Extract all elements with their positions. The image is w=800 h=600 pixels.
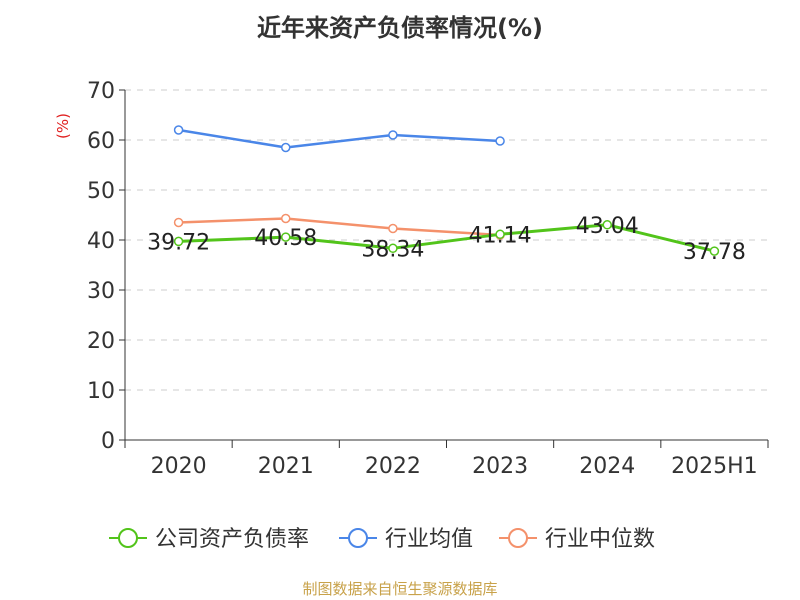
- y-tick-label: 30: [87, 279, 115, 304]
- data-label: 43.04: [576, 214, 639, 239]
- y-tick-label: 50: [87, 179, 115, 204]
- legend-swatch-marker: [348, 528, 368, 548]
- axes: 0 10 20 30 40 50 60 70 2020 2021 2022 2023 2024 2025H…: [87, 79, 769, 479]
- data-point: [173, 217, 184, 228]
- legend-label: 公司资产负债率: [155, 527, 309, 552]
- data-label: 38.34: [361, 237, 424, 262]
- data-labels: 39.72 40.58 38.34 41.14 43.04 37.78: [147, 214, 746, 265]
- y-tick-label: 40: [87, 229, 115, 254]
- x-tick-label: 2023: [472, 454, 528, 479]
- y-tick-label: 60: [87, 129, 115, 154]
- data-point: [281, 213, 291, 224]
- data-point: [281, 232, 291, 242]
- x-tick-label: 2021: [258, 454, 314, 479]
- data-point: [709, 246, 720, 256]
- legend-item: 行业均值: [339, 527, 473, 552]
- data-label: 39.72: [147, 230, 210, 255]
- data-point: [173, 236, 184, 247]
- y-tick-label: 10: [87, 379, 115, 404]
- data-label: 41.14: [469, 223, 532, 248]
- source-note: 制图数据来自恒生聚源数据库: [302, 580, 497, 598]
- data-point: [281, 142, 291, 153]
- chart-title: 近年来资产负债率情况(%): [257, 14, 543, 42]
- y-axis-label: (%): [54, 113, 72, 139]
- series-line: [178, 223, 715, 253]
- series: [173, 125, 720, 256]
- data-point: [388, 223, 398, 234]
- data-point: [388, 243, 398, 254]
- series-line: [178, 217, 501, 237]
- data-point: [388, 130, 398, 140]
- x-tick-label: 2022: [365, 454, 421, 479]
- y-tick-label: 20: [87, 329, 115, 354]
- series-line: [178, 128, 501, 149]
- legend-label: 行业中位数: [545, 527, 655, 552]
- data-label: 37.78: [683, 240, 746, 265]
- y-tick-label: 0: [101, 429, 115, 454]
- data-label: 40.58: [254, 226, 317, 251]
- legend-swatch-marker: [118, 528, 138, 548]
- legend-swatch-marker: [508, 528, 528, 548]
- data-point: [602, 220, 612, 230]
- data-point: [173, 125, 184, 135]
- x-tick-label: 2024: [579, 454, 635, 479]
- data-point: [495, 136, 505, 146]
- legend: 公司资产负债率 行业均值 行业中位数: [109, 527, 655, 552]
- legend-item: 行业中位数: [499, 527, 655, 552]
- legend-item: 公司资产负债率: [109, 527, 309, 552]
- x-tick-label: 2020: [151, 454, 207, 479]
- legend-label: 行业均值: [385, 527, 473, 552]
- data-point: [495, 229, 505, 240]
- x-tick-label: 2025H1: [671, 454, 758, 479]
- y-tick-label: 70: [87, 79, 115, 104]
